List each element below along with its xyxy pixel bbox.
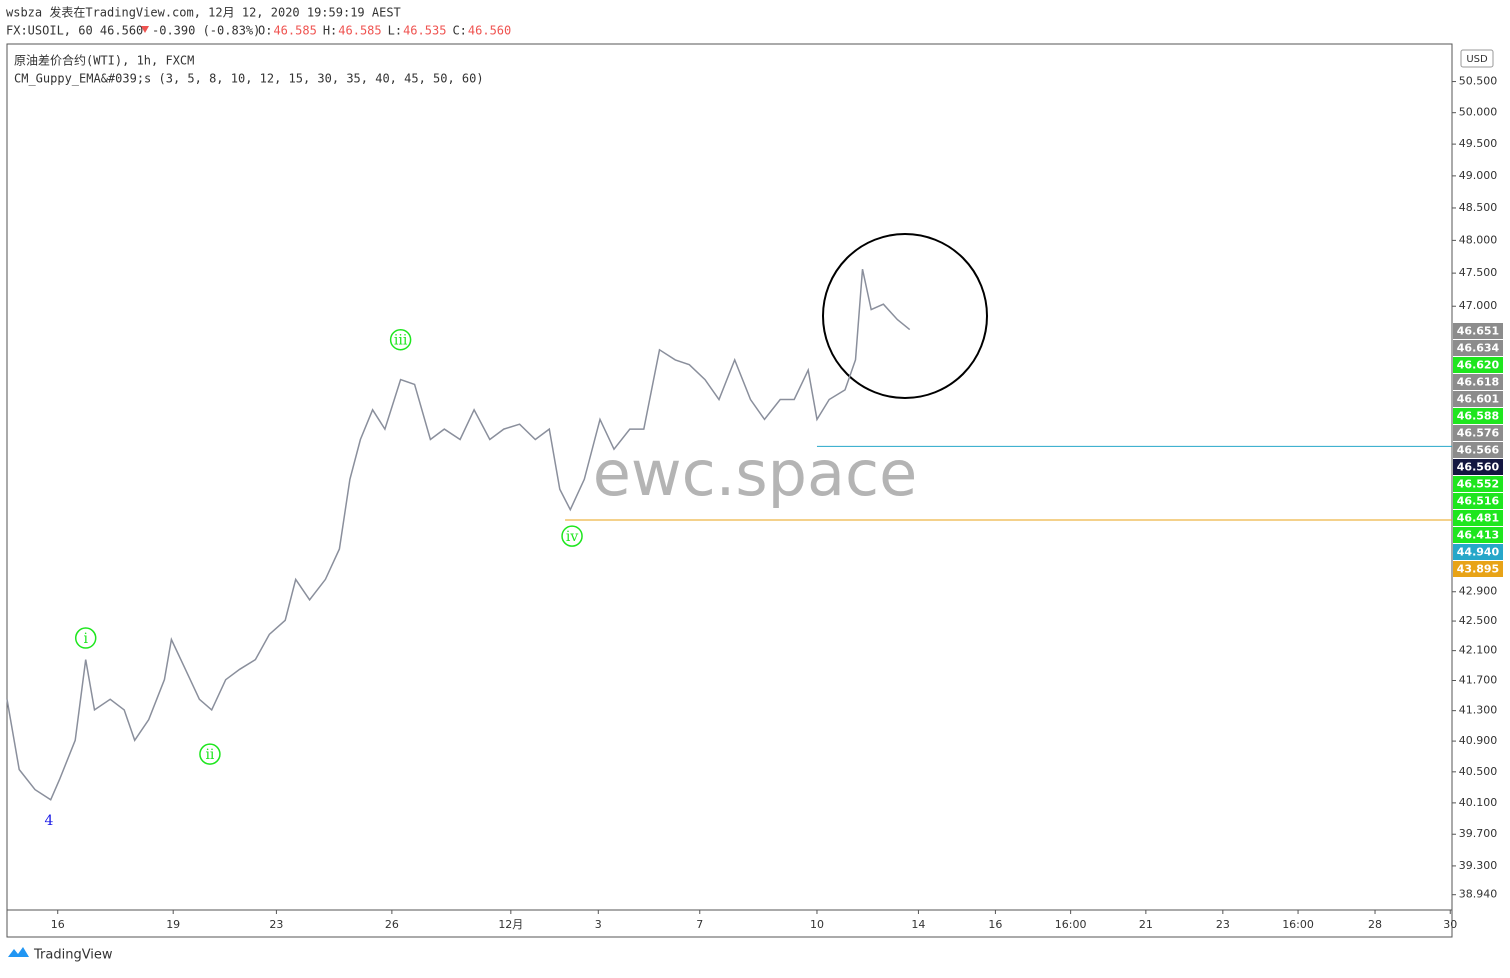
x-tick-label: 16 — [988, 918, 1002, 931]
price-badge-label: 46.620 — [1457, 359, 1500, 372]
price-badge-label: 46.576 — [1457, 427, 1500, 440]
price-badge-label: 46.601 — [1457, 393, 1499, 406]
price-badge — [1453, 476, 1503, 492]
y-tick-label: 39.300 — [1459, 859, 1498, 872]
price-badge — [1453, 544, 1503, 560]
symbol: FX:USOIL, 60 46.560 — [6, 24, 143, 38]
wave-label: iv — [566, 529, 578, 545]
y-tick-label: 41.300 — [1459, 704, 1498, 717]
price-badge-label: 43.895 — [1457, 563, 1499, 576]
currency-box[interactable] — [1460, 49, 1494, 68]
y-tick-label: 47.500 — [1459, 266, 1498, 279]
x-tick-label: 16:00 — [1055, 918, 1087, 931]
x-tick-label: 16:00 — [1282, 918, 1314, 931]
x-tick-label: 12月 — [498, 918, 523, 931]
price-badge — [1453, 442, 1503, 458]
price-badge-label: 46.560 — [1457, 461, 1500, 474]
price-badge-label: 46.516 — [1457, 495, 1500, 508]
price-badge — [1453, 561, 1503, 577]
x-tick-label: 23 — [1216, 918, 1230, 931]
x-tick-label: 16 — [51, 918, 65, 931]
y-tick-label: 38.940 — [1459, 888, 1498, 901]
price-badge-label: 46.651 — [1457, 325, 1499, 338]
ohlc: O: 46.585 H: 46.585 L: 46.535 C: 46.560 — [258, 24, 511, 38]
y-tick-label: 42.500 — [1459, 614, 1498, 627]
y-tick-label: 41.700 — [1459, 673, 1498, 686]
y-tick-label: 50.000 — [1459, 106, 1498, 119]
price-badge-label: 46.552 — [1457, 478, 1499, 491]
ohlc-value: 46.560 — [468, 24, 511, 38]
wave-label: i — [83, 631, 88, 647]
price-badge — [1453, 357, 1503, 373]
ohlc-key: L: — [388, 24, 402, 38]
x-tick-label: 3 — [595, 918, 602, 931]
price-badge — [1453, 425, 1503, 441]
price-badge — [1453, 459, 1503, 475]
y-tick-label: 49.000 — [1459, 169, 1498, 182]
y-tick-label: 50.500 — [1459, 75, 1498, 88]
watermark: ewc.space — [593, 437, 918, 510]
price-badge — [1453, 510, 1503, 526]
wave-circle — [199, 743, 221, 765]
price-badge — [1453, 391, 1503, 407]
wave-circle — [74, 627, 97, 649]
y-tick-label: 49.500 — [1459, 137, 1498, 150]
brand-logo — [8, 947, 29, 957]
price-badge — [1453, 527, 1503, 543]
price-badge-label: 46.413 — [1457, 529, 1499, 542]
change: -0.390 (-0.83%) — [152, 24, 260, 38]
ohlc-key: H: — [323, 24, 337, 38]
wave-label: 4 — [45, 813, 54, 829]
x-tick-label: 26 — [385, 918, 399, 931]
wave-label: iii — [394, 333, 408, 349]
x-tick-label: 10 — [810, 918, 824, 931]
price-badge — [1453, 374, 1503, 390]
price-badge-label: 46.588 — [1457, 410, 1499, 423]
y-tick-label: 48.500 — [1459, 201, 1498, 214]
y-tick-label: 42.100 — [1459, 644, 1498, 657]
ohlc-value: 46.585 — [273, 24, 316, 38]
y-tick-label: 48.000 — [1459, 233, 1498, 246]
down-arrow — [141, 26, 149, 33]
x-tick-label: 7 — [696, 918, 703, 931]
price-badge — [1453, 323, 1503, 339]
y-tick-label: 47.000 — [1459, 299, 1498, 312]
ohlc-value: 46.535 — [403, 24, 446, 38]
y-tick-label: 39.700 — [1459, 827, 1498, 840]
brand: TradingView — [33, 948, 113, 963]
x-tick-label: 28 — [1368, 918, 1382, 931]
price-badge-label: 46.481 — [1457, 512, 1499, 525]
price-badge-label: 46.634 — [1457, 342, 1500, 355]
price-badge-label: 46.566 — [1457, 444, 1500, 457]
y-tick-label: 40.900 — [1459, 734, 1498, 747]
currency: USD — [1466, 54, 1488, 65]
y-tick-label: 42.900 — [1459, 585, 1498, 598]
price-badge — [1453, 493, 1503, 509]
x-tick-label: 30 — [1443, 918, 1457, 931]
y-tick-label: 40.500 — [1459, 765, 1498, 778]
wave-label: ii — [205, 747, 214, 763]
price-line — [6, 269, 911, 801]
x-tick-label: 14 — [911, 918, 925, 931]
legend-indicator: CM_Guppy_EMA&#039;s (3, 5, 8, 10, 12, 15… — [14, 72, 484, 86]
ohlc-key: O: — [258, 24, 272, 38]
y-tick-label: 40.100 — [1459, 796, 1498, 809]
highlight-circle — [822, 233, 988, 399]
wave-circle — [389, 328, 412, 351]
price-badge-label: 46.618 — [1457, 376, 1499, 389]
x-tick-label: 21 — [1139, 918, 1153, 931]
x-tick-label: 19 — [166, 918, 180, 931]
price-badge — [1453, 340, 1503, 356]
wave-circle — [561, 525, 583, 547]
x-tick-label: 23 — [269, 918, 283, 931]
price-badge-label: 44.940 — [1457, 546, 1500, 559]
ohlc-value: 46.585 — [338, 24, 381, 38]
author-line: wsbza 发表在TradingView.com, 12月 12, 2020 1… — [6, 5, 401, 20]
ohlc-key: C: — [452, 24, 466, 38]
price-badge — [1453, 408, 1503, 424]
legend-symbol: 原油差价合约(WTI), 1h, FXCM — [14, 53, 194, 68]
